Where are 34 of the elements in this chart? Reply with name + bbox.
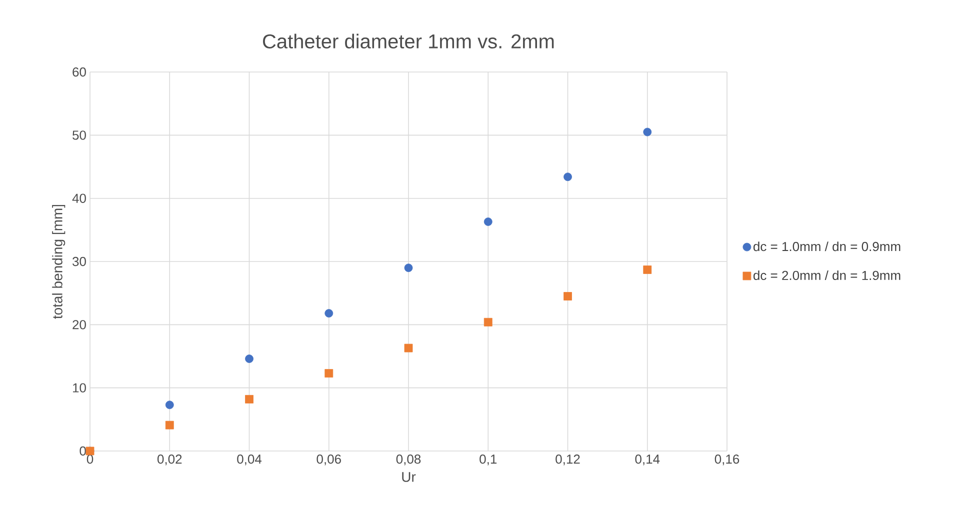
y-tick-label: 50 [72, 130, 86, 140]
legend-label: dc = 2.0mm / dn = 1.9mm [754, 270, 900, 280]
y-axis-title: total bending [mm] [52, 204, 66, 319]
point [165, 420, 174, 430]
point [165, 400, 174, 410]
point [484, 218, 492, 226]
point [245, 395, 254, 404]
y-tick-label: 20 [72, 320, 86, 330]
point [245, 354, 254, 363]
point [324, 309, 334, 318]
point [564, 172, 572, 182]
point [404, 344, 413, 352]
x-tick-label: 0,16 [714, 454, 740, 466]
x-tick-label: 0,02 [157, 454, 182, 466]
legend-label: dc = 1.0mm / dn = 0.9mm [754, 242, 900, 252]
point [643, 266, 652, 274]
y-tick-label: 60 [72, 67, 86, 77]
point [564, 292, 572, 300]
point [404, 264, 413, 272]
y-tick-label: 30 [72, 256, 86, 266]
y-tick-label: 10 [73, 383, 86, 392]
x-axis-title: Ur [402, 472, 416, 482]
point [484, 318, 492, 326]
y-tick-label: 0 [80, 446, 86, 456]
point [324, 369, 334, 378]
chart-title: Catheter diameter 1mm vs. 2mm [263, 34, 554, 48]
x-tick-label: 0,06 [316, 454, 341, 466]
point [643, 128, 652, 136]
x-tick-label: 0,12 [556, 454, 580, 466]
x-tick-label: 0,14 [635, 454, 660, 466]
x-tick-label: 0,1 [480, 454, 497, 466]
y-tick-label: 40 [72, 194, 86, 203]
x-tick-label: 0,08 [396, 454, 421, 466]
x-tick-label: 0,04 [237, 454, 262, 466]
